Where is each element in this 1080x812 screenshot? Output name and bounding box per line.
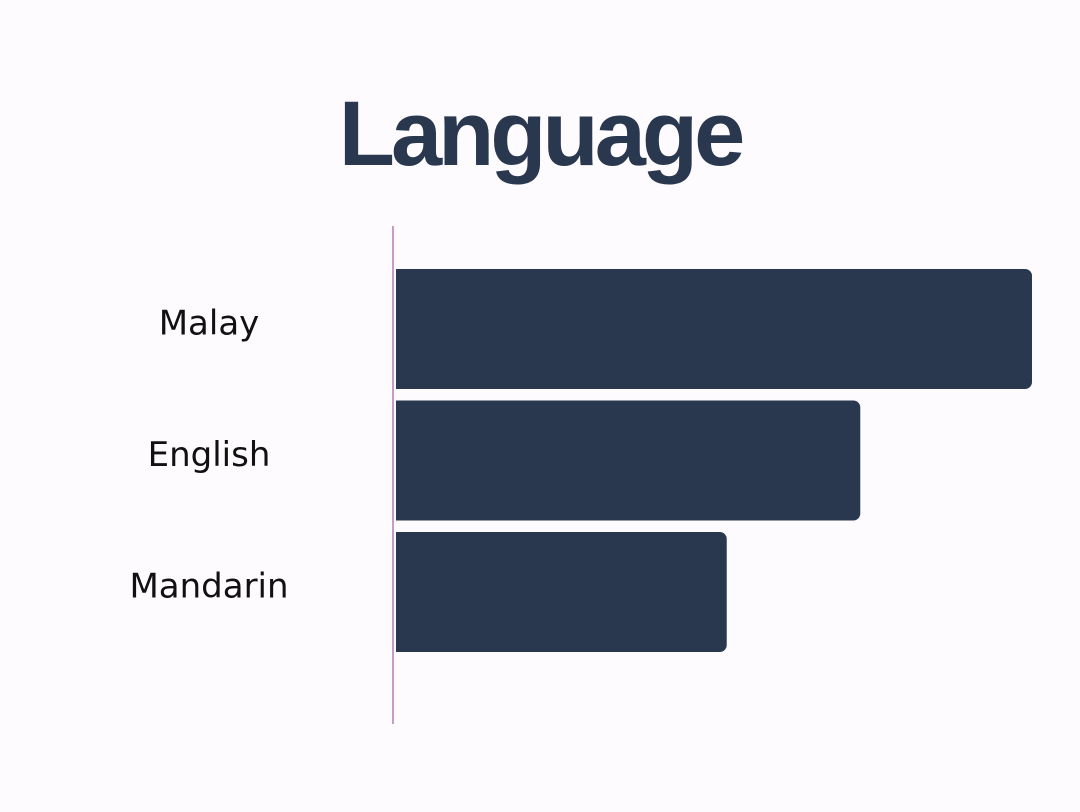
category-label-malay: Malay bbox=[159, 304, 260, 344]
bar-left-edge-malay bbox=[396, 269, 406, 389]
bar-malay bbox=[396, 269, 1032, 389]
chart-title: Language bbox=[338, 83, 745, 185]
bar-english bbox=[396, 400, 861, 521]
bars-layer bbox=[396, 269, 1032, 652]
bar-left-edge-mandarin bbox=[396, 532, 406, 652]
category-labels: Malay English Mandarin bbox=[129, 304, 288, 607]
category-label-mandarin: Mandarin bbox=[129, 567, 288, 607]
bar-mandarin bbox=[396, 532, 727, 652]
bar-left-edge-english bbox=[396, 400, 406, 521]
category-label-english: English bbox=[148, 435, 271, 475]
